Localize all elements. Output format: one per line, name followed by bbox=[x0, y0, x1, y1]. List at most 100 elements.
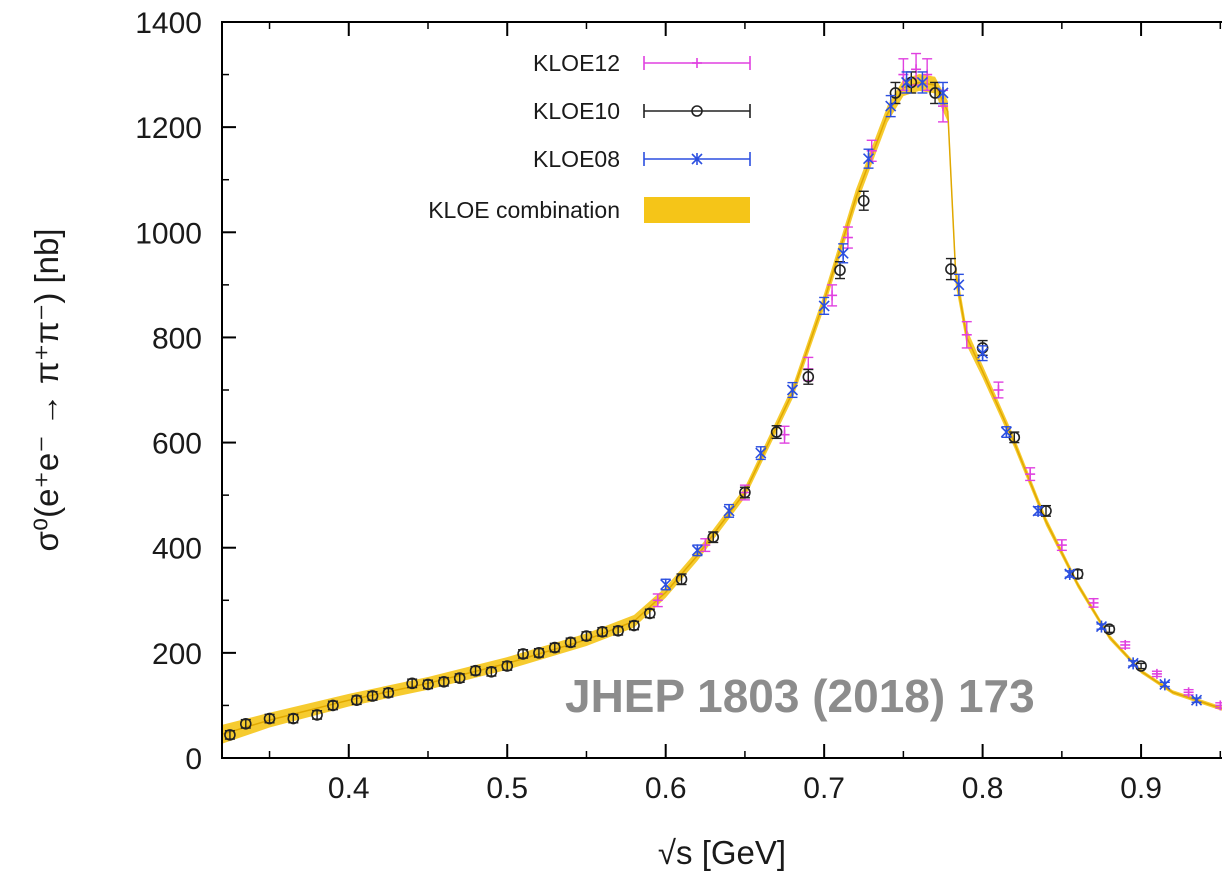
kloe08-marker bbox=[786, 384, 799, 396]
kloe08-marker bbox=[900, 76, 913, 89]
kloe10-point bbox=[239, 718, 252, 730]
kloe08-marker bbox=[1159, 678, 1171, 691]
y-tick-label: 1200 bbox=[135, 112, 202, 145]
kloe10-point bbox=[857, 190, 870, 211]
kloe10-point bbox=[350, 694, 363, 706]
x-tick-label: 0.6 bbox=[645, 772, 687, 805]
kloe10-marker bbox=[366, 690, 379, 702]
kloe12-marker bbox=[1088, 597, 1099, 608]
kloe10-marker bbox=[857, 194, 870, 207]
kloe08-marker bbox=[723, 504, 735, 517]
kloe08-point bbox=[885, 94, 897, 118]
kloe12-marker bbox=[1215, 700, 1222, 711]
kloe10-marker bbox=[1071, 568, 1084, 580]
x-tick-label: 0.9 bbox=[1120, 772, 1162, 805]
kloe10-marker bbox=[533, 647, 545, 659]
x-axis-title: √s [GeV] bbox=[658, 834, 786, 871]
kloe10-point bbox=[889, 81, 902, 105]
kloe08-marker bbox=[937, 86, 949, 99]
kloe08-marker bbox=[885, 100, 897, 113]
legend-label: KLOE combination bbox=[428, 197, 620, 223]
kloe10-marker bbox=[438, 675, 450, 688]
kloe12-marker bbox=[652, 595, 663, 606]
kloe08-marker bbox=[1000, 426, 1012, 439]
kloe08-point bbox=[755, 446, 767, 461]
kloe10-marker bbox=[287, 712, 300, 725]
kloe10-marker bbox=[596, 626, 609, 638]
kloe08-point bbox=[953, 273, 965, 297]
legend: KLOE12 KLOE10 KLOE08 KLOE combination bbox=[428, 50, 751, 223]
y-tick-label: 200 bbox=[152, 638, 202, 671]
reference-stamp: JHEP 1803 (2018) 173 bbox=[565, 670, 1035, 722]
kloe12-point bbox=[1088, 597, 1099, 608]
kloe10-point bbox=[438, 675, 450, 688]
kloe10-point bbox=[422, 678, 434, 691]
kloe08-point bbox=[818, 296, 830, 315]
x-tick-label: 0.8 bbox=[962, 772, 1004, 805]
kloe10-marker bbox=[406, 677, 418, 690]
kloe12-point bbox=[1120, 639, 1131, 650]
kloe08-point bbox=[916, 71, 928, 94]
kloe12-point bbox=[961, 320, 972, 349]
kloe08-point bbox=[1127, 657, 1139, 670]
y-tick-label: 0 bbox=[185, 743, 202, 776]
kloe08-point bbox=[862, 148, 875, 169]
kloe08-marker bbox=[916, 76, 928, 89]
kloe10-point bbox=[533, 647, 545, 659]
legend-marker bbox=[692, 58, 702, 68]
legend-entry: KLOE12 bbox=[533, 50, 751, 76]
kloe12-point bbox=[700, 538, 711, 553]
kloe10-point bbox=[770, 425, 783, 440]
kloe08-marker bbox=[1064, 568, 1076, 580]
kloe10-marker bbox=[580, 630, 593, 642]
kloe12-point bbox=[1215, 700, 1222, 711]
kloe10-marker bbox=[382, 687, 395, 699]
legend-entry: KLOE combination bbox=[428, 197, 750, 223]
legend-entry: KLOE10 bbox=[533, 98, 751, 124]
kloe10-marker bbox=[612, 624, 624, 637]
kloe12-point bbox=[1056, 539, 1067, 552]
legend-label: KLOE12 bbox=[533, 50, 620, 76]
kloe12-point bbox=[652, 593, 663, 608]
kloe08-point bbox=[786, 381, 799, 399]
kloe10-marker bbox=[628, 619, 640, 632]
legend-entry: KLOE08 bbox=[533, 146, 751, 172]
kloe10-point bbox=[675, 573, 688, 586]
kloe10-point bbox=[628, 619, 640, 632]
kloe08-point bbox=[1190, 694, 1203, 707]
legend-swatch bbox=[644, 197, 750, 223]
kloe12-marker bbox=[827, 290, 838, 301]
x-tick-label: 0.7 bbox=[803, 772, 845, 805]
kloe10-point bbox=[612, 624, 624, 637]
kloe10-point bbox=[707, 531, 720, 544]
kloe10-point bbox=[406, 677, 418, 690]
kloe08-point bbox=[1064, 568, 1076, 580]
kloe10-point bbox=[548, 641, 561, 654]
y-tick-label: 1000 bbox=[135, 217, 202, 250]
kloe10-marker bbox=[945, 263, 957, 275]
kloe08-marker bbox=[755, 447, 767, 460]
kloe10-marker bbox=[1040, 505, 1052, 517]
kloe10-point bbox=[327, 699, 339, 712]
kloe08-point bbox=[1032, 504, 1044, 517]
kloe10-marker bbox=[707, 531, 720, 544]
kloe10-marker bbox=[802, 371, 815, 383]
kloe08-point bbox=[1159, 678, 1171, 691]
kloe08-marker bbox=[1032, 504, 1044, 517]
kloe10-point bbox=[564, 636, 577, 649]
y-tick-label: 1400 bbox=[135, 7, 202, 40]
kloe10-marker bbox=[834, 264, 846, 276]
kloe10-point bbox=[580, 630, 593, 642]
kloe10-marker bbox=[469, 664, 482, 677]
kloe10-point bbox=[834, 261, 846, 280]
kloe10-point bbox=[382, 687, 395, 699]
kloe12-marker bbox=[1025, 469, 1036, 480]
kloe12-point bbox=[1183, 687, 1194, 698]
kloe10-point bbox=[453, 672, 466, 684]
kloe08-point bbox=[1095, 620, 1108, 633]
y-tick-label: 600 bbox=[152, 428, 202, 461]
kloe10-point bbox=[224, 729, 236, 741]
kloe10-marker bbox=[770, 426, 783, 438]
kloe12-marker bbox=[911, 64, 922, 75]
kloe08-point bbox=[1000, 426, 1012, 439]
